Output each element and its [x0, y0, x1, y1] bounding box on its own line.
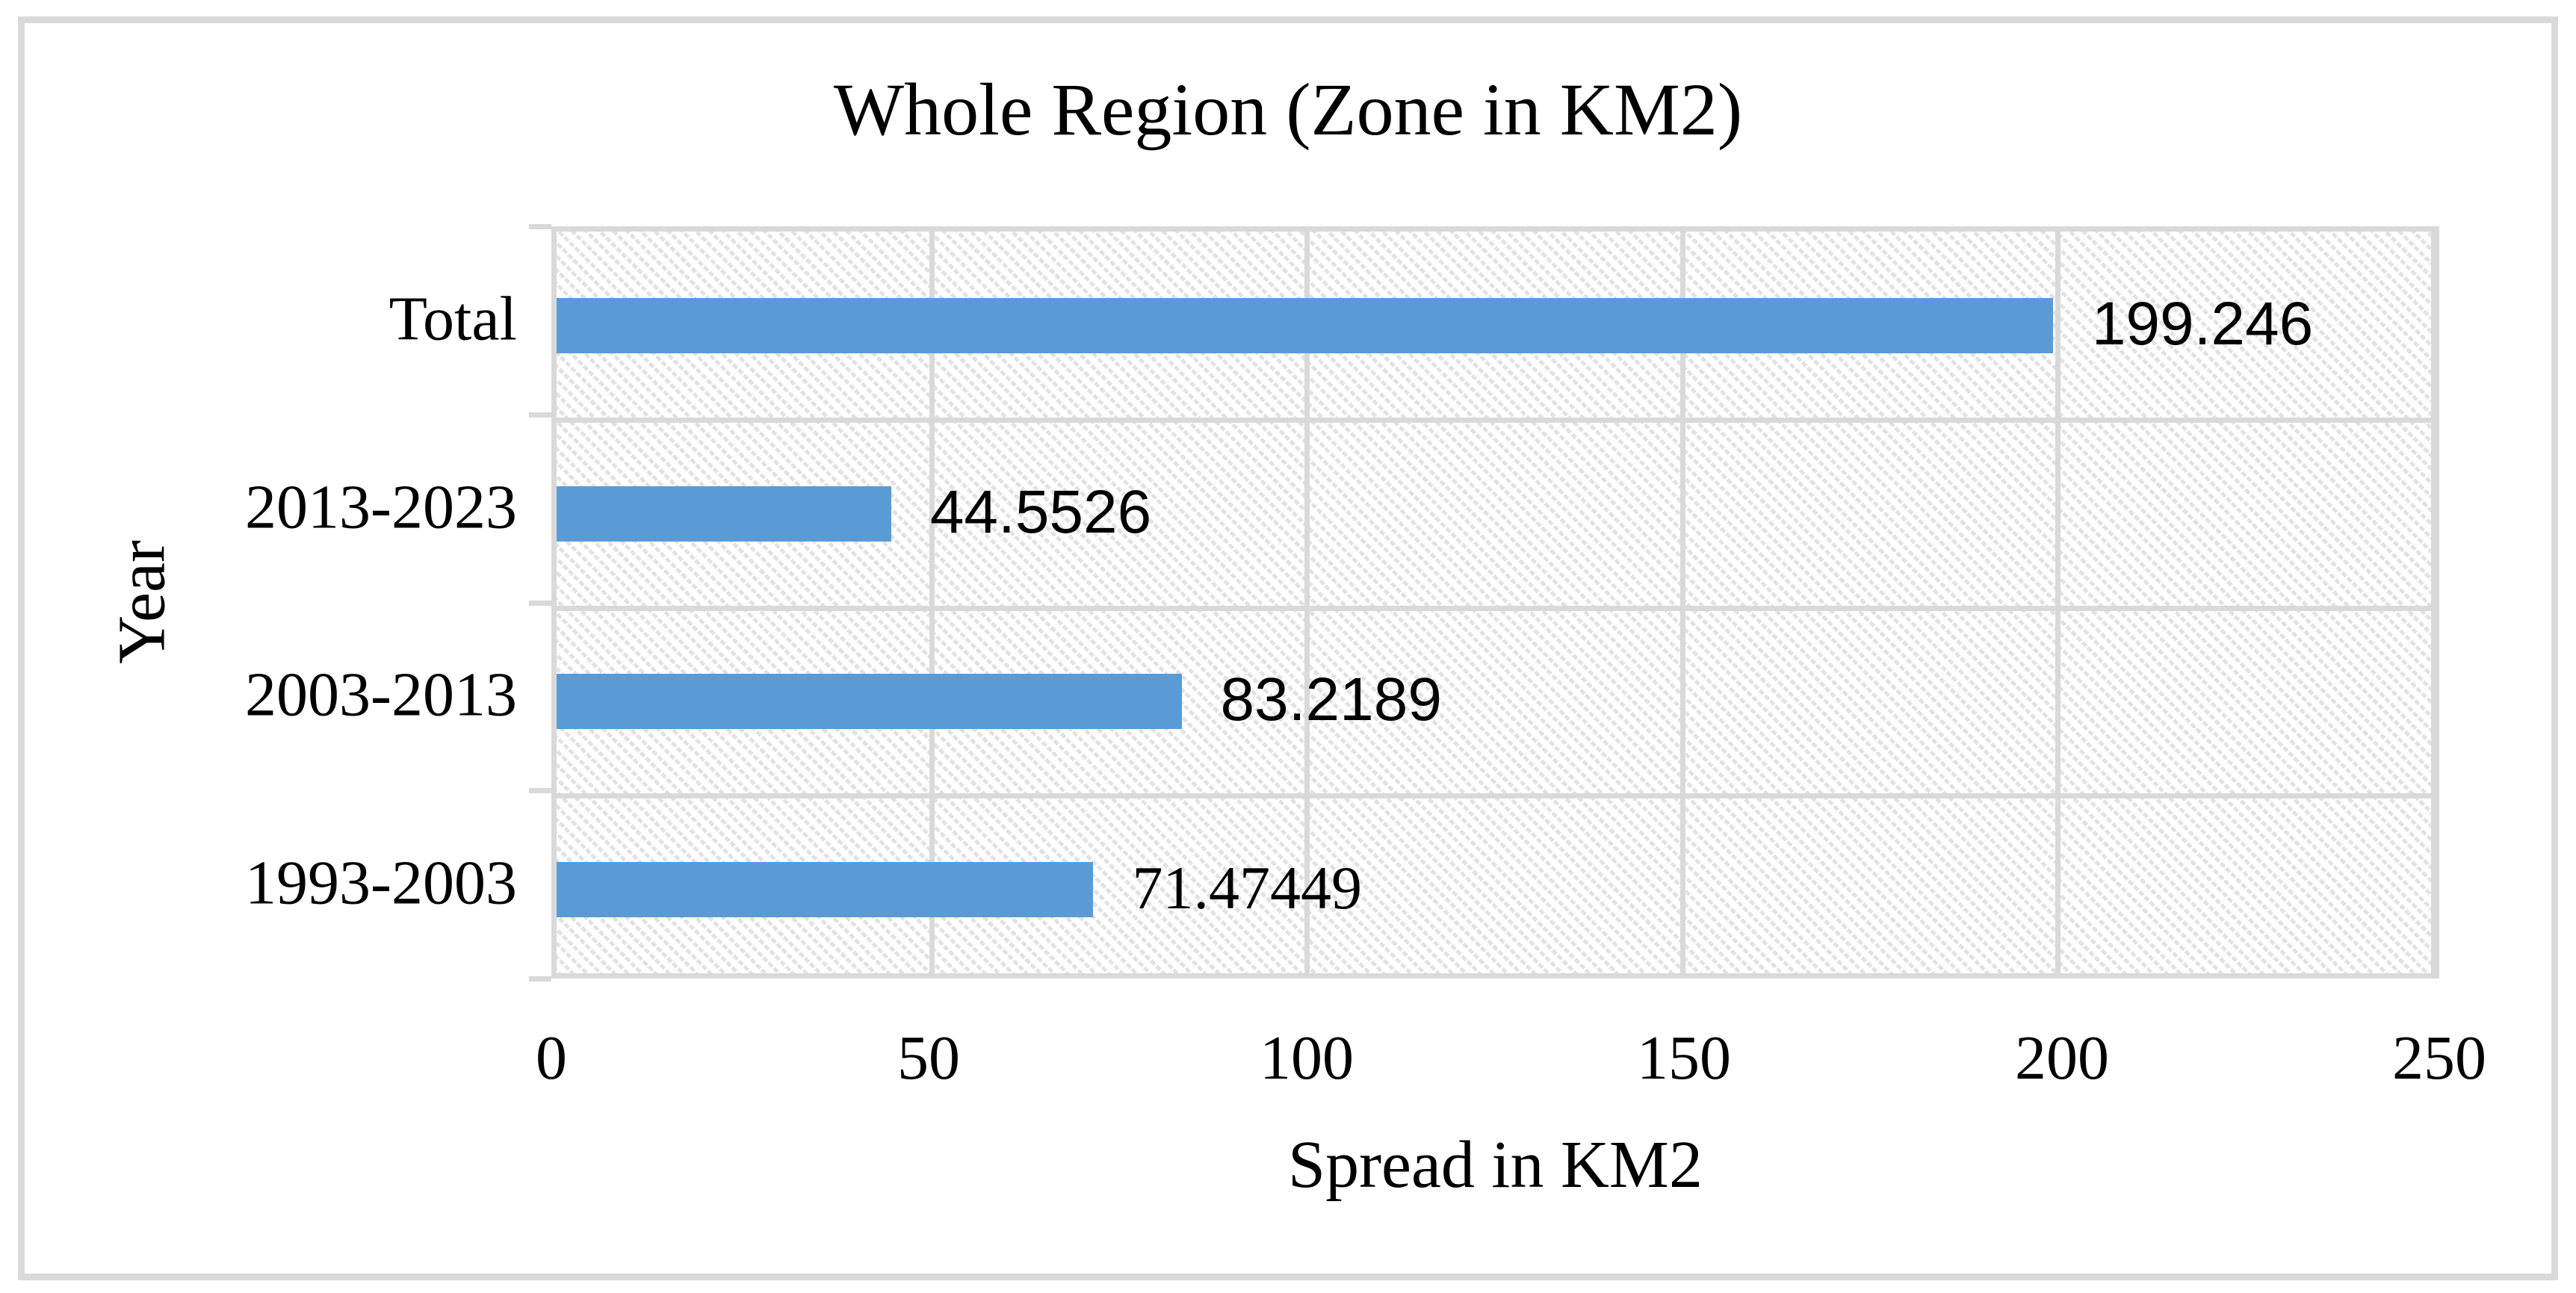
category-label: 2003-2013	[245, 660, 517, 730]
value-tick-label: 50	[897, 1023, 960, 1093]
data-label: 199.246	[2091, 290, 2314, 359]
value-gridline	[929, 232, 935, 973]
data-label: 71.47449	[1132, 854, 1362, 923]
bar-2013-2023	[557, 486, 891, 542]
bar-2003-2013	[557, 674, 1182, 729]
category-label: 2013-2023	[245, 472, 517, 542]
y-axis-title: Year	[105, 540, 179, 664]
data-label: 44.5526	[929, 478, 1152, 547]
bar-1993-2003	[557, 862, 1094, 917]
value-gridline	[1679, 232, 1685, 973]
x-axis-title: Spread in KM2	[1288, 1128, 1703, 1202]
category-tick-mark	[529, 601, 551, 606]
value-gridline	[1304, 232, 1310, 973]
value-gridline	[2431, 232, 2436, 973]
category-label: Total	[388, 284, 517, 354]
value-tick-label: 0	[536, 1023, 567, 1093]
data-label: 83.2189	[1220, 666, 1442, 734]
bar-Total	[557, 298, 2053, 353]
category-tick-mark	[529, 412, 551, 418]
value-tick-label: 150	[1637, 1023, 1731, 1093]
category-tick-mark	[529, 976, 551, 982]
category-label: 1993-2003	[245, 848, 517, 918]
value-tick-label: 100	[1260, 1023, 1354, 1093]
plot-area: 199.246 44.5526 83.2189 71.47449	[551, 226, 2439, 979]
value-gridline	[2055, 232, 2061, 973]
category-gridline	[557, 606, 2434, 611]
value-tick-label: 250	[2392, 1023, 2486, 1093]
category-tick-mark	[529, 788, 551, 793]
category-gridline	[557, 418, 2434, 423]
value-tick-label: 200	[2015, 1023, 2109, 1093]
category-tick-mark	[529, 224, 551, 229]
category-gridline	[557, 793, 2434, 799]
chart-title: Whole Region (Zone in KM2)	[833, 68, 1743, 151]
